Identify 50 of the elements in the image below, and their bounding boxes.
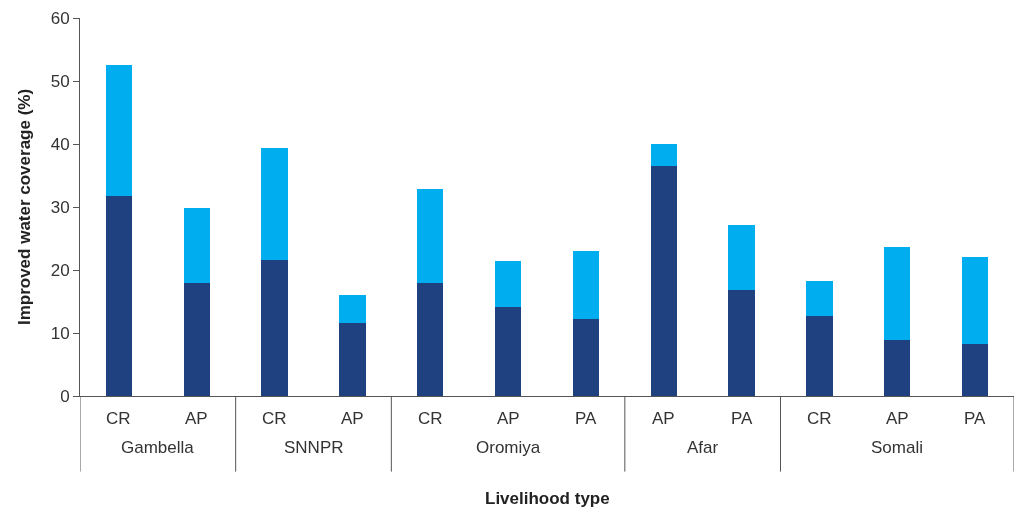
text: Afar <box>687 438 719 457</box>
bar <box>961 256 989 345</box>
text: SNNPR <box>284 438 344 457</box>
y-tick-label: 30 <box>50 197 70 217</box>
x-tick-label: PA <box>964 409 987 428</box>
x-tick-label: AP <box>185 409 208 428</box>
y-tick-label: 0 <box>60 386 70 406</box>
bar <box>494 307 522 396</box>
bar <box>339 322 366 396</box>
bar <box>105 65 133 197</box>
y-tick-label: 40 <box>50 134 70 154</box>
y-tick-label: 60 <box>50 8 70 28</box>
bar <box>417 189 444 283</box>
x-tick-label: PA <box>575 409 598 428</box>
bar <box>417 282 444 396</box>
bar <box>806 315 833 396</box>
bar <box>806 281 833 316</box>
bar <box>494 260 522 308</box>
x-tick-label: CR <box>262 409 287 428</box>
bar <box>884 339 911 396</box>
bar <box>105 196 133 396</box>
y-tick-label: 50 <box>50 71 70 91</box>
y-tick-label: 10 <box>50 323 70 343</box>
x-axis-title: Livelihood type <box>485 489 610 508</box>
bar <box>183 207 210 283</box>
x-tick-label: CR <box>418 409 443 428</box>
x-tick-label: AP <box>886 409 909 428</box>
text: Oromiya <box>476 438 541 457</box>
bar <box>572 319 600 396</box>
bar <box>961 344 989 396</box>
bar <box>650 166 677 396</box>
bar <box>650 144 677 167</box>
text: Gambella <box>121 438 195 457</box>
bar <box>728 289 755 396</box>
y-tick-label: 20 <box>50 260 70 280</box>
x-tick-label: AP <box>497 409 520 428</box>
x-tick-label: CR <box>106 409 131 428</box>
bar <box>728 225 755 290</box>
text: Somali <box>871 438 923 457</box>
bar <box>884 246 911 340</box>
bar <box>339 295 366 323</box>
bar <box>261 148 288 260</box>
bar <box>572 251 600 320</box>
y-axis-title: Improved water coverage (%) <box>15 88 35 326</box>
x-tick-label: PA <box>731 409 754 428</box>
x-tick-label: CR <box>807 409 832 428</box>
x-tick-label: AP <box>341 409 364 428</box>
x-tick-label: AP <box>652 409 675 428</box>
bar <box>183 282 210 396</box>
bar <box>261 259 288 396</box>
